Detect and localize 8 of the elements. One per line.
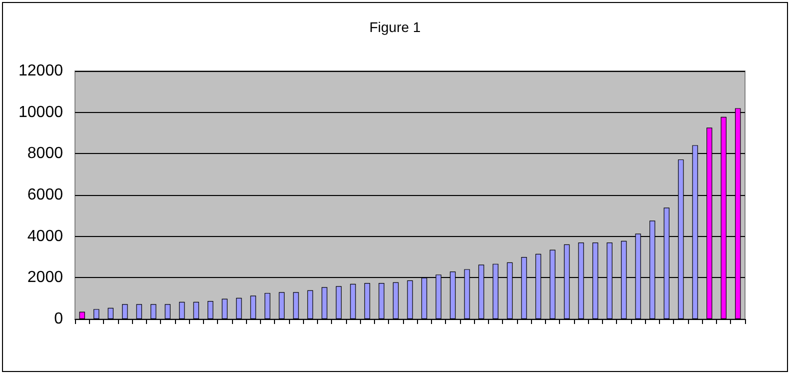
chart-title: Figure 1 [369,19,421,35]
y-tick-label: 4000 [27,228,64,245]
y-tick-label: 6000 [27,186,64,204]
y-tick-label: 8000 [27,145,64,162]
y-tick-label: 12000 [18,62,64,80]
y-tick-label: 10000 [18,104,64,121]
y-tick-label: 0 [54,310,64,328]
y-tick-label: 2000 [27,269,64,286]
